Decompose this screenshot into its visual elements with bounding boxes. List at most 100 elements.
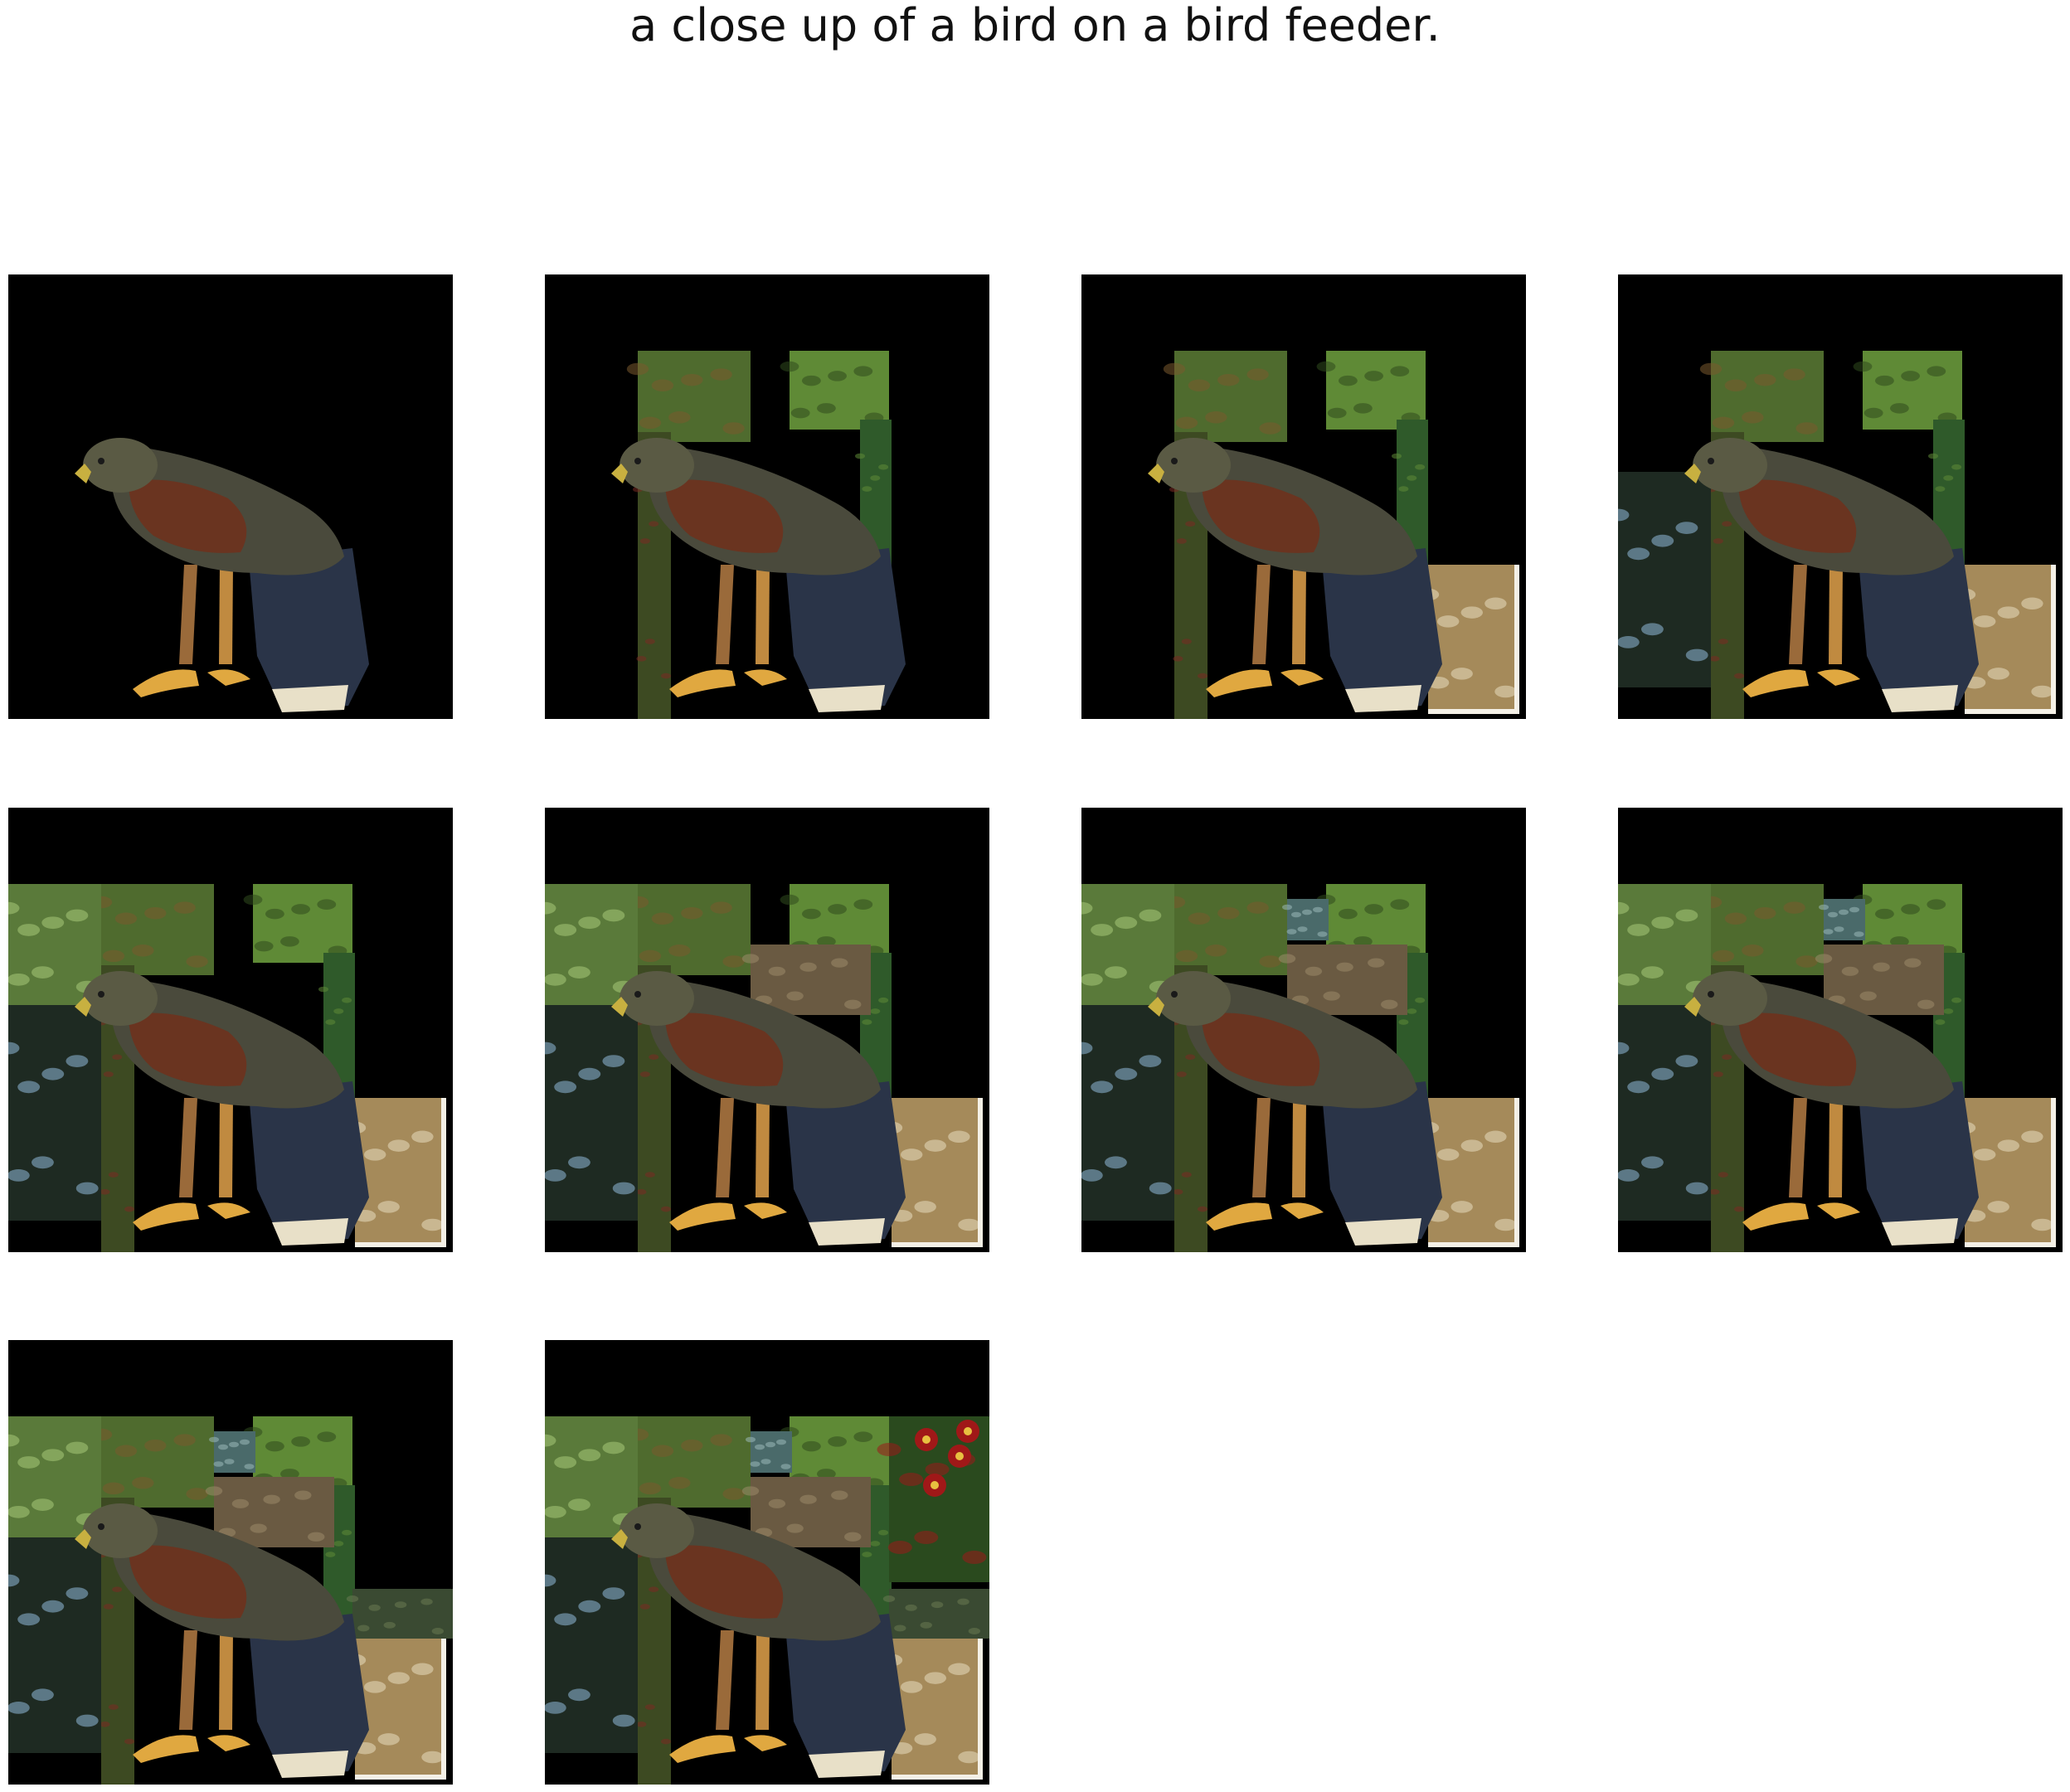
image-panel-7 [1081, 808, 1526, 1252]
hawk-tail [1859, 548, 1979, 710]
dark-leaves-left-patch [1081, 1005, 1174, 1221]
panel-image [8, 1340, 453, 1785]
hawk-foot-right [744, 1735, 787, 1751]
hawk-beak [611, 1529, 628, 1549]
straw-bottom-right-patch [343, 1630, 446, 1780]
dark-leaves-left-patch [1618, 1005, 1711, 1221]
panel-image [1618, 274, 2063, 719]
blurry-center-patch [741, 945, 871, 1015]
hawk-foot-right [207, 1735, 250, 1751]
straw-bottom-right-patch [343, 1098, 446, 1247]
image-panel-9 [8, 1340, 453, 1785]
hawk [611, 1503, 906, 1778]
hawk-head [1156, 971, 1231, 1026]
foliage-top-a-patch [1699, 884, 1824, 975]
image-panel-5 [8, 808, 453, 1252]
hawk-foot-left [133, 1202, 199, 1231]
hawk-beak [1684, 464, 1701, 483]
hawk-head [620, 438, 694, 493]
hawk-leg-left [1789, 1098, 1807, 1197]
hawk-wing [665, 1013, 784, 1086]
hawk-leg-right [1292, 565, 1306, 664]
hawk-foot-left [1742, 669, 1809, 697]
foliage-top-b-patch [1316, 351, 1426, 430]
foliage-top-a-patch [626, 1416, 751, 1508]
hawk-foot-right [207, 669, 250, 686]
hawk-head [1693, 438, 1767, 493]
hawk-beak [1684, 997, 1701, 1017]
shrub-right-patch [346, 1589, 453, 1639]
red-flowers-top-right-patch [877, 1416, 989, 1582]
hawk-wing [1738, 479, 1857, 553]
hawk-tail [1859, 1081, 1979, 1243]
foliage-top-b-patch [780, 351, 889, 430]
image-panel-2 [545, 274, 989, 719]
hawk-wing [1202, 1013, 1320, 1086]
hawk-eye [98, 458, 104, 464]
foliage-top-b-patch [1853, 351, 1962, 430]
green-tree-top-left-patch [545, 1416, 638, 1537]
hawk-foot-left [669, 1202, 736, 1231]
hawk-foot-left [133, 1735, 199, 1763]
hawk-beak [75, 464, 91, 483]
hawk-leg-left [716, 1630, 734, 1730]
hawk [75, 971, 369, 1246]
blurry-center-patch [741, 1477, 871, 1547]
hawk-head [1156, 438, 1231, 493]
hawk-head [83, 1503, 158, 1558]
hawk-foot-left [1206, 669, 1272, 697]
hawk-eye [98, 1523, 104, 1530]
hawk-beak [611, 997, 628, 1017]
hawk-wing [665, 479, 784, 553]
dark-leaves-left-patch [1618, 472, 1711, 687]
hawk-tail [249, 548, 369, 710]
hawk [1148, 971, 1442, 1246]
hawk-eye [98, 991, 104, 998]
hawk-leg-left [1252, 1098, 1271, 1197]
hawk-leg-right [756, 565, 770, 664]
hawk-foot-right [744, 1202, 787, 1219]
hawk [75, 438, 369, 712]
panel-image [1618, 808, 2063, 1252]
hawk-foot-left [669, 1735, 736, 1763]
hawk-leg-left [179, 1630, 197, 1730]
hawk-foot-right [1817, 1202, 1860, 1219]
panel-image [545, 808, 989, 1252]
foliage-top-b-patch [1316, 884, 1426, 963]
hawk-foot-right [1280, 1202, 1324, 1219]
hawk-beak [1148, 464, 1164, 483]
hawk-wing [1738, 1013, 1857, 1086]
hawk-head [83, 971, 158, 1026]
foliage-top-a-patch [1163, 884, 1287, 975]
straw-bottom-right-patch [1953, 1098, 2056, 1247]
hawk-leg-right [756, 1630, 770, 1730]
foliage-top-a-patch [626, 884, 751, 975]
hawk-leg-right [219, 565, 233, 664]
foliage-top-a-patch [90, 1416, 214, 1508]
figure-title: a close up of a bird on a bird feeder. [629, 0, 1441, 51]
hawk-foot-right [744, 669, 787, 686]
hawk-foot-left [133, 669, 199, 697]
hawk-wing [1202, 479, 1320, 553]
hawk-leg-left [1252, 565, 1271, 664]
green-tree-top-left-patch [545, 884, 638, 1005]
hawk-leg-left [716, 1098, 734, 1197]
small-blue-patch-patch [1282, 899, 1329, 940]
hawk-leg-right [1829, 1098, 1843, 1197]
panel-image [545, 1340, 989, 1785]
hawk-tail [249, 1081, 369, 1243]
foliage-top-a-patch [626, 351, 751, 442]
hawk-tail [785, 1081, 906, 1243]
hawk-foot-right [207, 1202, 250, 1219]
image-panel-6 [545, 808, 989, 1252]
hawk-wing [129, 479, 247, 553]
straw-bottom-right-patch [1416, 565, 1519, 714]
hawk-eye [634, 991, 641, 998]
hawk-eye [1171, 991, 1178, 998]
hawk-leg-right [1292, 1098, 1306, 1197]
foliage-top-a-patch [1163, 351, 1287, 442]
hawk-beak [611, 464, 628, 483]
hawk-eye [1171, 458, 1178, 464]
hawk-wing [129, 1013, 247, 1086]
